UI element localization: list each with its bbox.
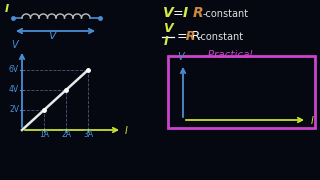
Text: R: R xyxy=(177,30,196,44)
Text: = R: = R xyxy=(177,30,200,44)
Text: =: = xyxy=(173,7,184,20)
Text: 6V: 6V xyxy=(9,66,19,75)
Text: -constant: -constant xyxy=(198,32,244,42)
Text: 2V: 2V xyxy=(9,105,19,114)
Text: R: R xyxy=(193,6,204,20)
Text: I: I xyxy=(125,126,128,136)
Text: V: V xyxy=(163,6,174,20)
Text: I: I xyxy=(164,35,169,48)
Text: I: I xyxy=(5,4,9,14)
Text: I: I xyxy=(183,6,188,20)
Text: V: V xyxy=(48,31,56,41)
Text: -Practical: -Practical xyxy=(205,50,253,60)
Text: 1A: 1A xyxy=(39,130,49,139)
Text: 3A: 3A xyxy=(83,130,93,139)
Text: V: V xyxy=(163,22,172,35)
Text: 4V: 4V xyxy=(9,86,19,94)
Text: V: V xyxy=(12,40,18,50)
Text: -constant: -constant xyxy=(203,9,249,19)
Bar xyxy=(168,56,315,128)
Text: I: I xyxy=(311,116,314,126)
Text: V: V xyxy=(178,52,184,62)
Text: 2A: 2A xyxy=(61,130,71,139)
